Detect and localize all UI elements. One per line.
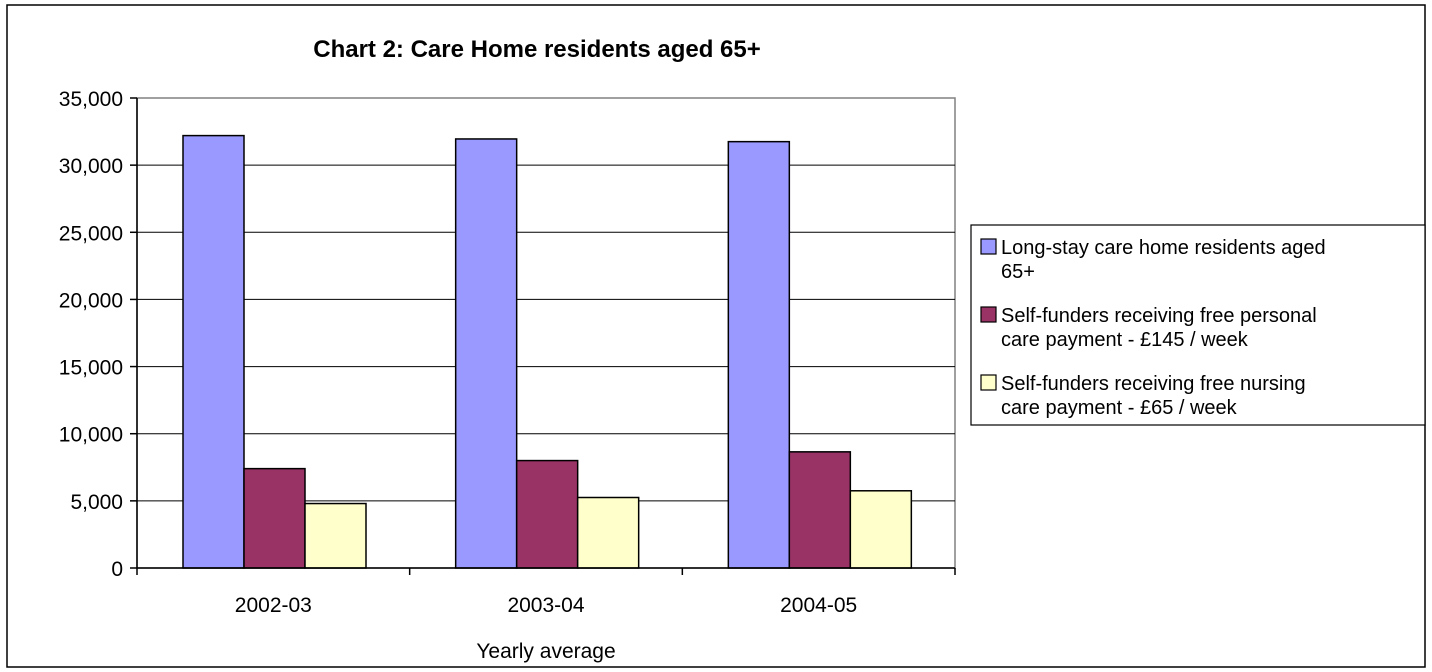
legend-swatch-1	[980, 238, 997, 255]
x-tick-label: 2002-03	[235, 594, 312, 617]
y-tick-label: 5,000	[70, 491, 123, 514]
y-tick-label: 30,000	[59, 155, 123, 178]
legend-label-2: Self-funders receiving free personal	[1001, 305, 1317, 327]
y-tick-label: 25,000	[59, 222, 123, 245]
legend-box	[970, 224, 1426, 426]
legend-label-1: 65+	[1001, 261, 1035, 283]
y-tick-label: 20,000	[59, 289, 123, 312]
bar-series-3-2004-05	[849, 490, 913, 569]
bar-series-3-2002-03	[304, 502, 367, 569]
bar-series-2-2002-03	[243, 467, 306, 569]
legend-swatch-2	[980, 306, 997, 323]
legend-label-3: care payment - £65 / week	[1001, 397, 1238, 419]
bar-series-1-2003-04	[454, 138, 518, 569]
bars	[182, 134, 913, 569]
y-tick-label: 10,000	[59, 424, 123, 447]
bar-series-2-2004-05	[788, 451, 852, 569]
axes	[136, 98, 955, 569]
legend-swatch-3	[980, 374, 997, 391]
y-tick-label: 15,000	[59, 357, 123, 380]
bar-series-1-2002-03	[182, 134, 245, 569]
bar-series-2-2003-04	[515, 459, 579, 569]
y-axis-ticks: 0 5,000 10,000 15,000 20,000 25,000 30,000 35,0…	[59, 88, 137, 581]
y-tick-label: 0	[111, 558, 123, 581]
bar-series-1-2004-05	[727, 140, 791, 569]
bar-series-3-2003-04	[576, 496, 640, 569]
chart-title: Chart 2: Care Home residents aged 65+	[313, 36, 761, 63]
x-tick-label: 2004-05	[780, 594, 857, 617]
x-axis-ticks: 2002-03 2003-04 2004-05	[136, 568, 956, 617]
legend-label-2: care payment - £145 / week	[1001, 329, 1249, 351]
x-axis-label: Yearly average	[476, 640, 615, 663]
legend-label-1: Long-stay care home residents aged	[1001, 237, 1326, 259]
y-tick-label: 35,000	[59, 88, 123, 111]
legend-label-3: Self-funders receiving free nursing	[1001, 373, 1306, 395]
x-tick-label: 2003-04	[507, 594, 584, 617]
